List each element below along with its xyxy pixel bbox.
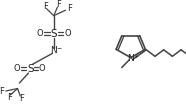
Text: F: F — [43, 2, 48, 11]
Text: N: N — [127, 54, 134, 63]
Text: O: O — [64, 29, 71, 38]
Text: +: + — [133, 54, 138, 59]
Text: −: − — [56, 46, 62, 51]
Text: O: O — [13, 64, 20, 73]
Text: F: F — [56, 0, 61, 9]
Text: S: S — [27, 64, 33, 74]
Text: F: F — [0, 87, 4, 96]
Text: F: F — [19, 94, 24, 103]
Text: F: F — [67, 4, 72, 13]
Text: F: F — [7, 93, 12, 102]
Text: O: O — [39, 64, 45, 73]
Text: S: S — [50, 29, 57, 39]
Text: O: O — [37, 29, 44, 38]
Text: N: N — [50, 46, 57, 55]
